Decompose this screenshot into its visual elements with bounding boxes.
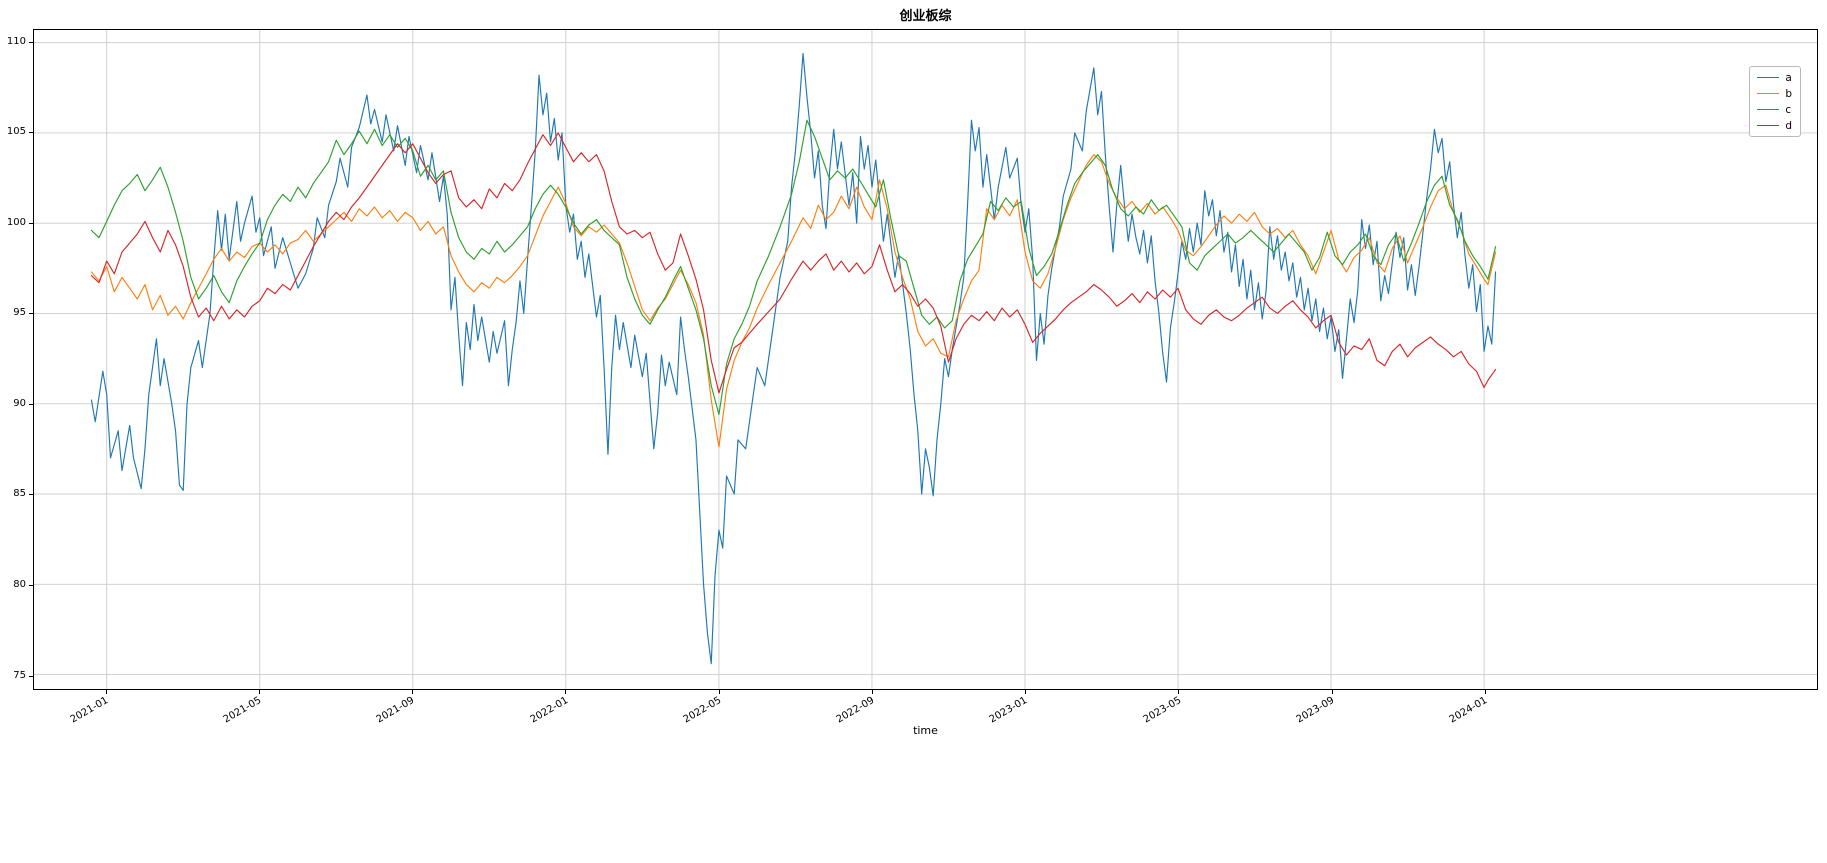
legend-line-swatch [1757,93,1780,94]
legend-line-swatch [1757,125,1780,126]
tick-mark [1331,690,1333,694]
tick-mark [871,690,873,694]
tick-mark [718,690,720,694]
x-tick-label: 2022-09 [834,695,877,726]
tick-mark [1178,690,1180,694]
legend-label: d [1785,119,1792,132]
y-tick-label: 110 [6,35,26,47]
tick-mark [565,690,567,694]
y-tick-label: 85 [13,488,26,500]
plot-area [34,30,1817,689]
series-a-line [90,52,1497,665]
tick-mark [412,690,414,694]
legend-item-b: b [1757,87,1792,100]
tick-mark [29,222,33,224]
y-tick-label: 105 [6,126,26,138]
tick-mark [29,313,33,315]
tick-mark [258,690,260,694]
legend-label: b [1785,87,1792,100]
x-tick-label: 2021-05 [221,695,264,726]
legend-line-swatch [1757,109,1780,110]
x-tick-label: 2023-05 [1141,695,1183,726]
tick-mark [1025,690,1027,694]
legend-line-swatch [1757,77,1780,78]
y-tick-label: 95 [13,307,26,319]
x-tick-label: 2021-09 [375,695,417,726]
y-tick-label: 80 [13,578,26,590]
x-tick-label: 2022-01 [528,695,570,726]
series-d-line [90,132,1497,394]
y-tick-label: 90 [13,397,26,409]
x-tick-label: 2023-01 [987,695,1030,726]
series-b-line [90,154,1497,448]
y-tick-label: 75 [13,669,26,681]
legend-item-d: d [1757,119,1792,132]
series-c-line [90,119,1497,416]
tick-mark [29,675,33,677]
legend-label: c [1785,103,1792,116]
tick-mark [29,41,33,43]
x-tick-label: 2021-01 [68,695,111,726]
y-tick-label: 100 [6,216,26,228]
legend-item-c: c [1757,103,1792,116]
x-tick-label: 2022-05 [681,695,724,726]
tick-mark [1484,690,1486,694]
legend-item-a: a [1757,71,1792,84]
chart-title: 创业板综 [899,9,952,24]
x-tick-label: 2024-01 [1447,695,1490,726]
y-axis-tick-labels: 75 80 85 90 95 100 105 110 [0,29,30,690]
tick-mark [29,584,33,586]
tick-mark [29,403,33,405]
x-tick-label: 2023-09 [1294,695,1337,726]
tick-mark [29,132,33,134]
legend-label: a [1785,71,1792,84]
tick-mark [105,690,107,694]
tick-mark [29,494,33,496]
x-axis-label: time [913,724,938,737]
